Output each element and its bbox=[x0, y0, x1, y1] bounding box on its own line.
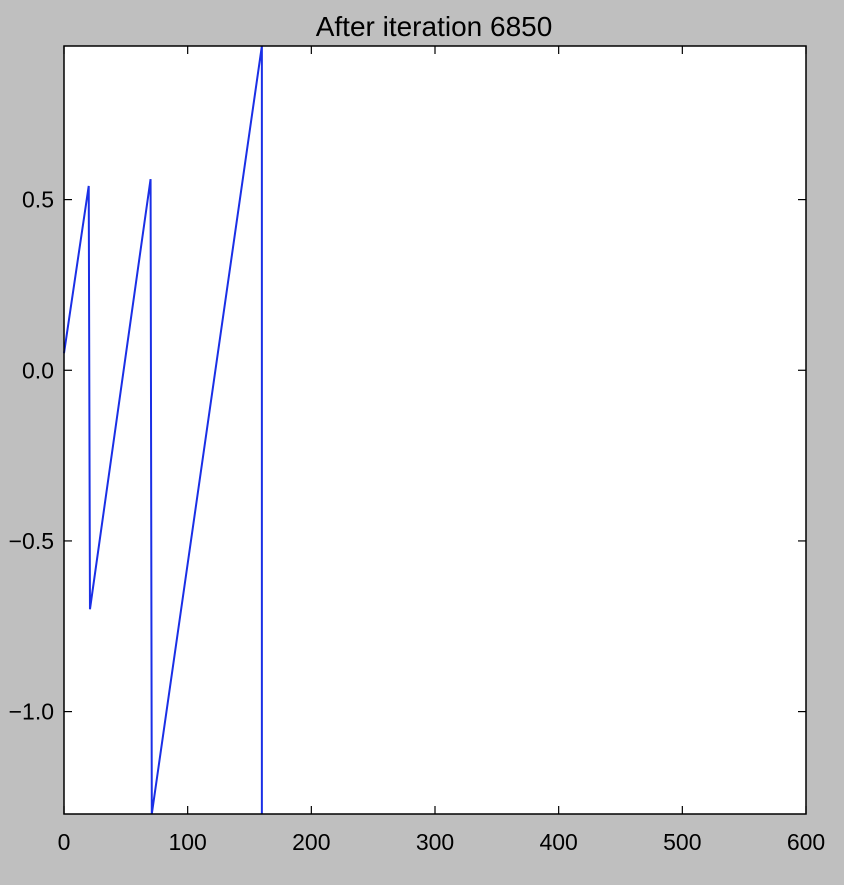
x-tick-label-1: 100 bbox=[168, 829, 206, 855]
x-tick-label-3: 300 bbox=[416, 829, 454, 855]
y-tick-label-2: −0.5 bbox=[9, 528, 54, 554]
x-tick-label-2: 200 bbox=[292, 829, 330, 855]
y-tick-label-1: 0.0 bbox=[22, 357, 54, 383]
tick-layer: 0 100 200 300 400 500 600 0.5 0.0 −0.5 −1.0 bbox=[9, 46, 825, 855]
chart-title: After iteration 6850 bbox=[316, 11, 553, 42]
y-tick-label-0: 0.5 bbox=[22, 187, 54, 213]
plot-frame bbox=[63, 45, 807, 815]
x-tick-label-6: 600 bbox=[787, 829, 825, 855]
y-tick-label-3: −1.0 bbox=[9, 699, 54, 725]
plot-area bbox=[64, 46, 806, 814]
x-tick-label-0: 0 bbox=[58, 829, 71, 855]
x-tick-label-4: 400 bbox=[539, 829, 577, 855]
x-tick-label-5: 500 bbox=[663, 829, 701, 855]
